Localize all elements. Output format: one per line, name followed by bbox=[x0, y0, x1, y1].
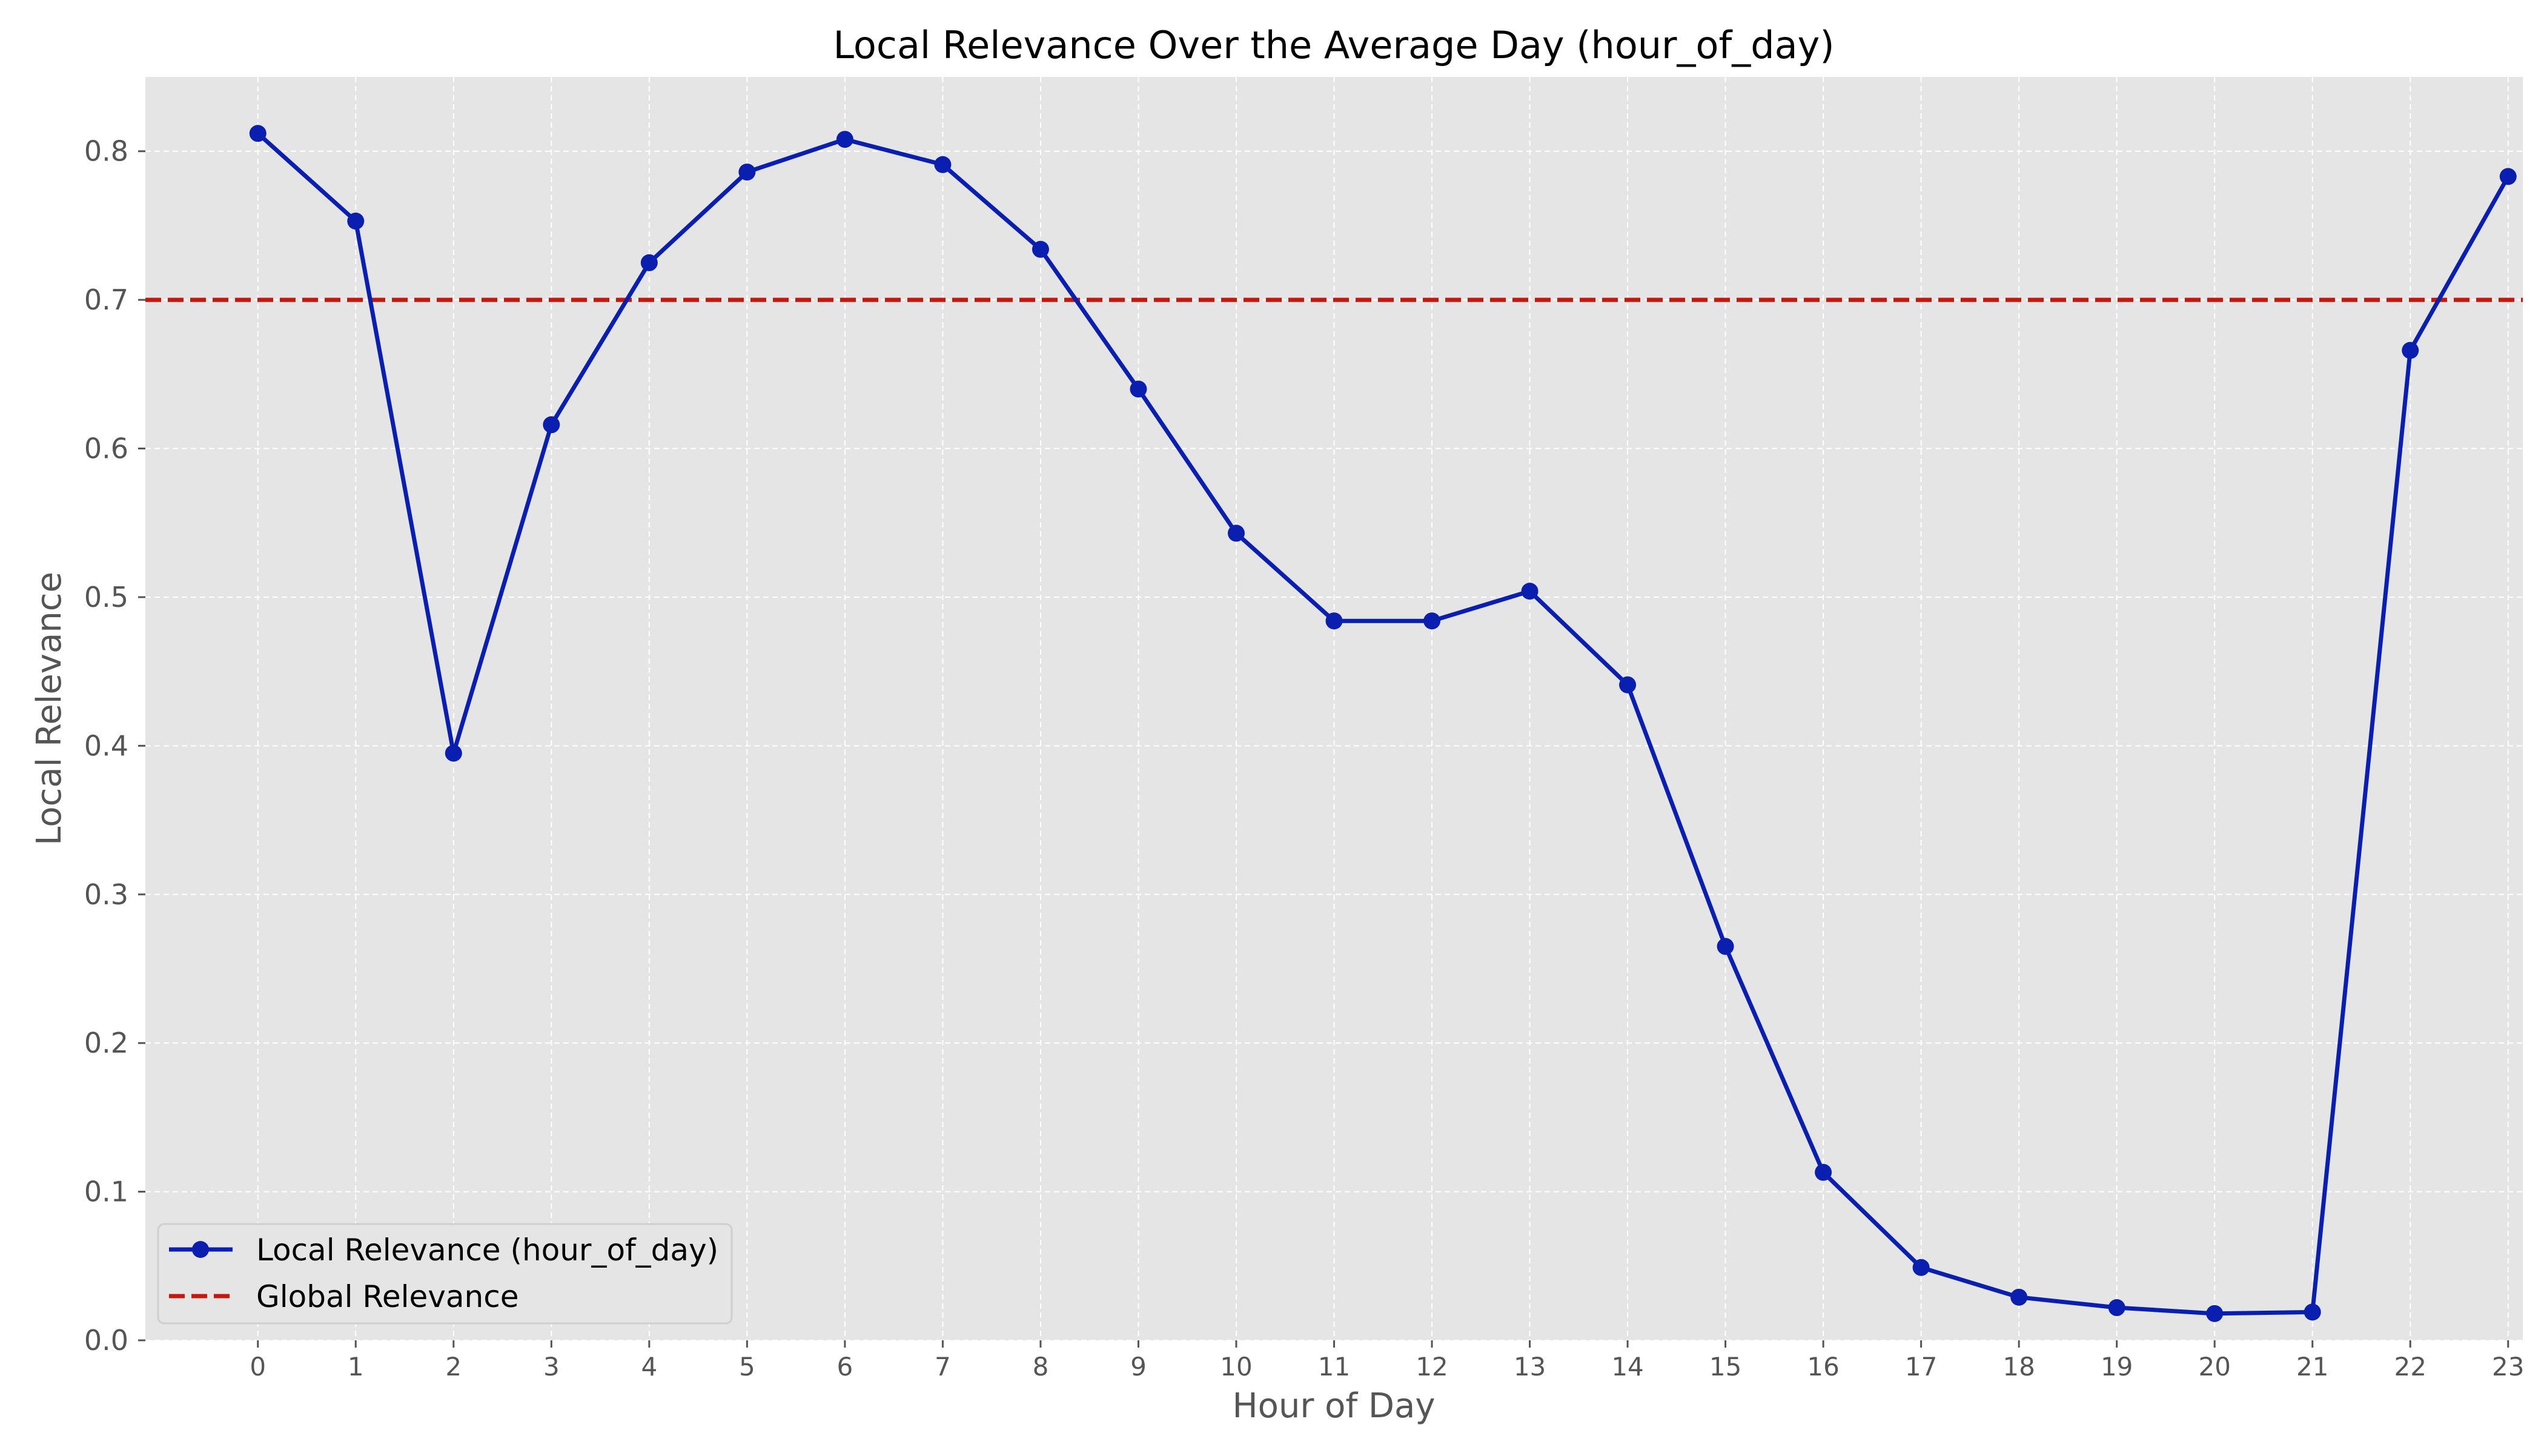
data-point-marker bbox=[1521, 583, 1539, 600]
x-tick-label: 11 bbox=[1318, 1352, 1350, 1382]
data-point-marker bbox=[2108, 1299, 2125, 1317]
x-axis-label: Hour of Day bbox=[1232, 1386, 1435, 1426]
x-tick-label: 3 bbox=[543, 1352, 560, 1382]
data-point-marker bbox=[836, 131, 853, 148]
x-tick-label: 7 bbox=[935, 1352, 951, 1382]
data-point-marker bbox=[2206, 1305, 2224, 1322]
y-tick-label: 0.1 bbox=[84, 1176, 128, 1208]
y-tick-label: 0.8 bbox=[84, 135, 128, 168]
data-point-marker bbox=[1423, 612, 1441, 630]
data-point-marker bbox=[1912, 1259, 1930, 1276]
x-tick-label: 4 bbox=[641, 1352, 657, 1382]
x-tick-label: 23 bbox=[2492, 1352, 2524, 1382]
data-point-marker bbox=[445, 744, 462, 762]
x-tick-label: 18 bbox=[2002, 1352, 2035, 1382]
data-point-marker bbox=[347, 213, 365, 230]
x-tick-label: 22 bbox=[2394, 1352, 2426, 1382]
x-tick-label: 6 bbox=[837, 1352, 853, 1382]
y-tick-label: 0.3 bbox=[84, 878, 128, 911]
data-point-marker bbox=[1227, 524, 1245, 542]
data-point-marker bbox=[640, 254, 658, 271]
legend-label-global-relevance: Global Relevance bbox=[256, 1279, 518, 1314]
data-point-marker bbox=[738, 164, 756, 181]
data-point-marker bbox=[1815, 1163, 1832, 1181]
x-tick-label: 13 bbox=[1514, 1352, 1546, 1382]
y-tick-label: 0.7 bbox=[84, 283, 128, 316]
y-tick-label: 0.4 bbox=[84, 729, 128, 762]
x-tick-label: 2 bbox=[445, 1352, 462, 1382]
data-point-marker bbox=[1032, 240, 1049, 258]
x-tick-label: 9 bbox=[1130, 1352, 1147, 1382]
y-tick-label: 0.6 bbox=[84, 432, 128, 465]
x-tick-label: 0 bbox=[250, 1352, 266, 1382]
data-point-marker bbox=[2010, 1288, 2028, 1306]
x-tick-label: 5 bbox=[739, 1352, 755, 1382]
x-tick-label: 12 bbox=[1416, 1352, 1448, 1382]
series-layer bbox=[145, 125, 2523, 1322]
y-tick-label: 0.0 bbox=[84, 1324, 128, 1357]
x-tick-label: 16 bbox=[1807, 1352, 1839, 1382]
x-tick-label: 15 bbox=[1709, 1352, 1741, 1382]
x-tick-label: 17 bbox=[1905, 1352, 1937, 1382]
data-point-marker bbox=[2499, 168, 2517, 185]
legend-label-local-relevance: Local Relevance (hour_of_day) bbox=[256, 1233, 718, 1268]
x-tick-label: 14 bbox=[1611, 1352, 1643, 1382]
local-relevance-line bbox=[256, 131, 2511, 1316]
data-point-marker bbox=[249, 125, 267, 142]
legend-box bbox=[157, 1223, 733, 1325]
x-tick-label: 21 bbox=[2296, 1352, 2328, 1382]
x-tick-label: 10 bbox=[1220, 1352, 1252, 1382]
x-tick-label: 19 bbox=[2101, 1352, 2133, 1382]
legend: Local Relevance (hour_of_day) Global Rel… bbox=[157, 1223, 733, 1325]
legend-item-local-relevance: Local Relevance (hour_of_day) bbox=[169, 1233, 718, 1268]
y-tick-label: 0.2 bbox=[84, 1027, 128, 1059]
x-tick-label: 20 bbox=[2198, 1352, 2230, 1382]
data-point-marker bbox=[2304, 1303, 2321, 1321]
chart-title: Local Relevance Over the Average Day (ho… bbox=[833, 23, 1834, 67]
data-point-marker bbox=[1717, 938, 1734, 955]
data-point-marker bbox=[543, 416, 560, 434]
data-point-marker bbox=[1619, 676, 1637, 693]
y-tick-label: 0.5 bbox=[84, 581, 128, 614]
data-point-marker bbox=[934, 156, 952, 173]
legend-item-global-relevance: Global Relevance bbox=[169, 1279, 518, 1314]
data-point-marker bbox=[1325, 612, 1343, 630]
legend-marker-swatch bbox=[192, 1241, 209, 1258]
data-point-marker bbox=[2402, 342, 2419, 359]
axes: 0 1 2 3 4 5 6 7 8 9 10 11 12 13 14 15 16 17 18 19 20 21 22 230.… bbox=[84, 135, 2525, 1382]
data-point-marker bbox=[1130, 380, 1147, 398]
y-axis-label: Local Relevance bbox=[30, 572, 69, 845]
x-tick-label: 8 bbox=[1033, 1352, 1049, 1382]
x-tick-label: 1 bbox=[348, 1352, 364, 1382]
